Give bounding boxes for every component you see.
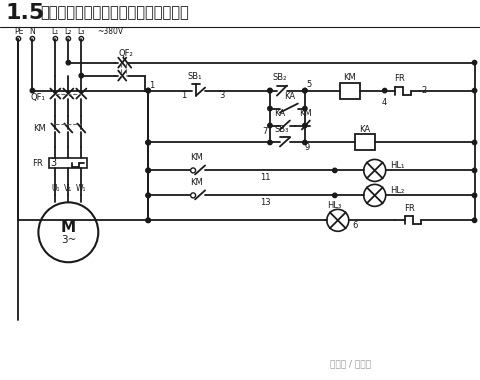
Text: KM: KM <box>299 109 312 118</box>
Text: M: M <box>60 220 76 235</box>
Text: HL₂: HL₂ <box>389 186 403 195</box>
Circle shape <box>302 106 306 111</box>
Text: L₂: L₂ <box>64 27 72 36</box>
Circle shape <box>302 140 306 145</box>
Circle shape <box>146 168 150 173</box>
Circle shape <box>332 193 336 198</box>
Text: FR: FR <box>394 74 404 83</box>
Text: 头条号 / 电力鹰: 头条号 / 电力鹰 <box>329 359 370 368</box>
Text: SB₁: SB₁ <box>188 72 202 81</box>
Text: L₃: L₃ <box>77 27 85 36</box>
Circle shape <box>267 140 272 145</box>
Text: 单向启动、停止、点动控制电路（一）: 单向启动、停止、点动控制电路（一） <box>40 5 189 20</box>
Bar <box>354 135 374 150</box>
Text: KM: KM <box>343 73 355 82</box>
Text: KA: KA <box>284 92 295 101</box>
Text: U₁: U₁ <box>51 184 60 193</box>
Text: 3: 3 <box>50 158 56 168</box>
Text: V₁: V₁ <box>64 184 72 193</box>
Text: KM: KM <box>189 153 202 162</box>
Text: HL₃: HL₃ <box>326 201 340 210</box>
Text: 4: 4 <box>381 98 386 107</box>
Circle shape <box>146 89 150 93</box>
Circle shape <box>471 193 476 198</box>
Text: KA: KA <box>274 109 285 118</box>
Circle shape <box>267 124 272 128</box>
Text: 3~: 3~ <box>60 235 76 245</box>
Text: 1: 1 <box>181 91 186 100</box>
Circle shape <box>471 60 476 65</box>
Text: HL₁: HL₁ <box>389 161 403 170</box>
Circle shape <box>267 89 272 93</box>
Circle shape <box>267 106 272 111</box>
Circle shape <box>30 89 35 93</box>
Text: 6: 6 <box>352 221 358 230</box>
Circle shape <box>382 89 386 93</box>
Text: KM: KM <box>33 124 45 133</box>
Text: 3: 3 <box>219 91 224 100</box>
Text: L₁: L₁ <box>52 27 59 36</box>
Circle shape <box>471 168 476 173</box>
Text: W₁: W₁ <box>76 184 86 193</box>
Text: PE: PE <box>14 27 23 36</box>
Text: 1.5: 1.5 <box>5 3 45 23</box>
Text: 13: 13 <box>259 198 270 207</box>
Bar <box>339 82 359 98</box>
Circle shape <box>146 168 150 173</box>
Text: KM: KM <box>189 178 202 187</box>
Circle shape <box>146 218 150 223</box>
Text: 7: 7 <box>262 127 267 136</box>
Circle shape <box>146 140 150 145</box>
Circle shape <box>267 89 272 93</box>
Text: 2: 2 <box>421 86 426 95</box>
Text: QF₁: QF₁ <box>30 93 45 102</box>
Bar <box>49 158 87 168</box>
Circle shape <box>302 124 306 128</box>
Text: QF₂: QF₂ <box>118 49 132 58</box>
Circle shape <box>332 168 336 173</box>
Text: KA: KA <box>359 125 370 134</box>
Circle shape <box>302 89 306 93</box>
Circle shape <box>302 89 306 93</box>
Circle shape <box>146 140 150 145</box>
Text: 1: 1 <box>149 81 155 90</box>
Circle shape <box>146 218 150 223</box>
Circle shape <box>146 193 150 198</box>
Text: N: N <box>29 27 35 36</box>
Circle shape <box>146 193 150 198</box>
Text: ~380V: ~380V <box>97 27 123 36</box>
Circle shape <box>471 218 476 223</box>
Circle shape <box>79 73 84 78</box>
Circle shape <box>66 60 71 65</box>
Circle shape <box>471 140 476 145</box>
Text: 5: 5 <box>306 80 312 89</box>
Text: 11: 11 <box>259 173 270 182</box>
Circle shape <box>146 140 150 145</box>
Circle shape <box>471 89 476 93</box>
Text: SB₂: SB₂ <box>272 73 287 82</box>
Text: SB₃: SB₃ <box>274 125 288 134</box>
Text: 9: 9 <box>304 143 309 152</box>
Text: FR: FR <box>32 159 42 168</box>
Circle shape <box>146 89 150 93</box>
Text: FR: FR <box>404 204 414 213</box>
